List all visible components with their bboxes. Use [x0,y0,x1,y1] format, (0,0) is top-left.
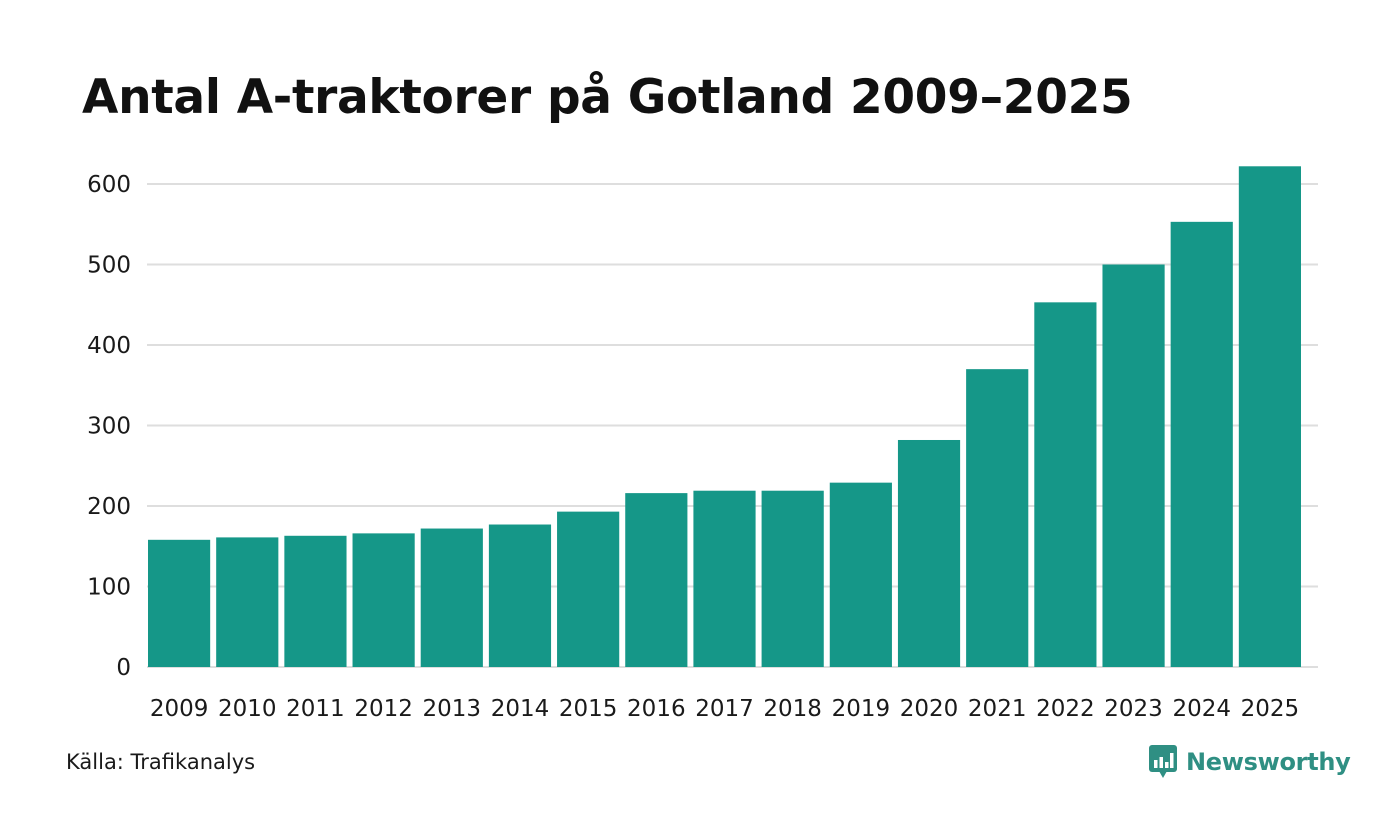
x-tick-label-2023: 2023 [1104,696,1163,722]
bar-2024 [1170,221,1233,667]
y-tick-label-500: 500 [87,253,131,279]
x-tick-label-2017: 2017 [695,696,754,722]
bar-2013 [420,528,483,667]
y-tick-label-200: 200 [87,494,131,520]
x-axis-labels: 2009 2010 2011 2012 2013 2014 2015 2016 2017 2018… [150,696,1299,722]
x-tick-label-2020: 2020 [900,696,959,722]
bar-2023 [1102,264,1165,667]
brand-name: Newsworthy [1186,748,1351,776]
y-axis-labels: 0 100 200 300 400 500 600 [87,172,131,681]
x-tick-label-2025: 2025 [1241,696,1300,722]
y-tick-label-300: 300 [87,414,131,440]
y-tick-label-0: 0 [116,655,131,681]
bar-2018 [761,490,824,667]
bar-2011 [284,535,347,667]
newsworthy-logo-icon [1149,745,1177,778]
bar-2016 [625,493,688,667]
x-tick-label-2022: 2022 [1036,696,1095,722]
x-tick-label-2021: 2021 [968,696,1027,722]
y-tick-label-100: 100 [87,575,131,601]
bar-2020 [897,439,961,667]
bar-2009 [148,539,211,667]
x-tick-label-2016: 2016 [627,696,686,722]
x-tick-label-2009: 2009 [150,696,209,722]
bar-2025 [1238,166,1301,668]
brand-logo: Newsworthy [1148,744,1351,780]
source-note: Källa: Trafikanalys [66,750,256,774]
x-tick-label-2012: 2012 [354,696,413,722]
y-tick-label-600: 600 [87,172,131,198]
bar-2012 [352,533,415,667]
x-tick-label-2014: 2014 [491,696,550,722]
chart-title: Antal A-traktorer på Gotland 2009–2025 [82,70,1133,125]
bar-2010 [216,537,279,667]
x-tick-label-2015: 2015 [559,696,618,722]
x-tick-label-2024: 2024 [1172,696,1231,722]
bar-2022 [1034,302,1097,667]
x-tick-label-2010: 2010 [218,696,277,722]
bar-2014 [488,524,552,667]
bar-2019 [829,482,892,667]
bar-chart: 0 100 200 300 400 500 600 2009 2010 2011 2012 2013… [87,166,1318,722]
y-tick-label-400: 400 [87,333,131,359]
bar-2017 [693,490,756,667]
x-tick-label-2013: 2013 [423,696,482,722]
bars [148,166,1301,668]
x-tick-label-2018: 2018 [763,696,822,722]
x-tick-label-2019: 2019 [832,696,891,722]
x-tick-label-2011: 2011 [286,696,345,722]
bar-2021 [966,369,1029,667]
bar-2015 [557,511,620,667]
